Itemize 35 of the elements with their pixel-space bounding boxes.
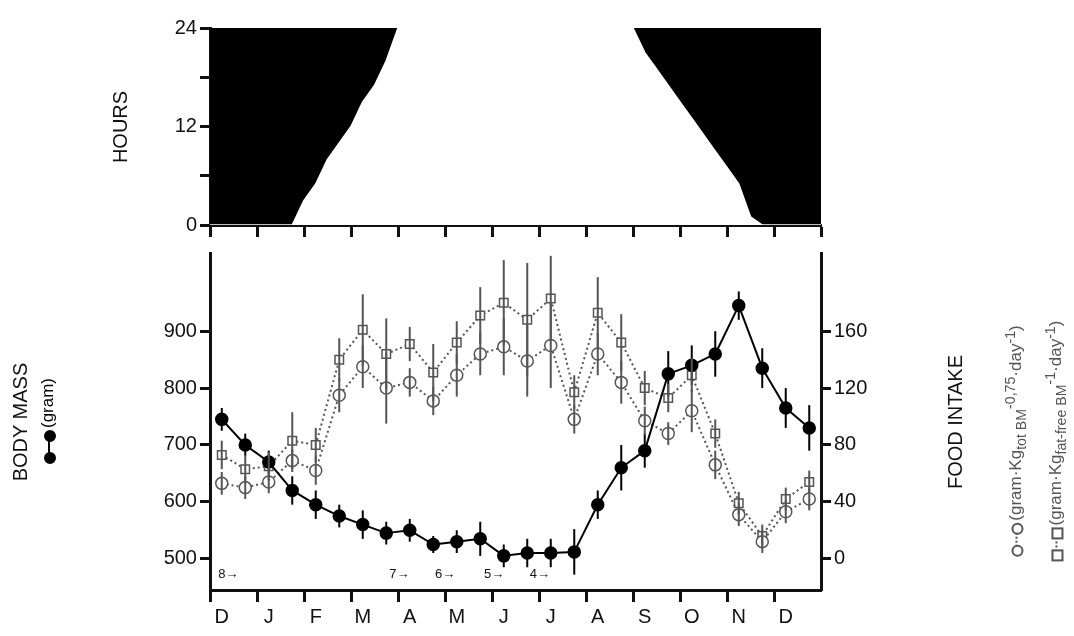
x-tick-label: A <box>591 604 606 627</box>
x-tick-label: S <box>638 604 652 627</box>
y2-tick-label: 0 <box>834 546 846 569</box>
y-tick-label: 500 <box>163 546 197 569</box>
y-axis-title: BODY MASS <box>8 362 32 481</box>
annotation: 8→ <box>218 566 239 581</box>
y-tick-label: 700 <box>163 432 197 455</box>
y-tick-label: 0 <box>185 212 197 235</box>
x-tick-label: J <box>263 604 274 627</box>
y-tick-label: 800 <box>163 375 197 398</box>
x-tick-label: O <box>683 604 700 627</box>
y-tick-label: 12 <box>174 114 197 137</box>
text: (gram) <box>38 377 57 428</box>
x-tick-label: D <box>778 604 793 627</box>
y-tick-label: 600 <box>163 489 197 512</box>
annotation: 7→ <box>389 566 410 581</box>
y-axis-title: HOURS <box>108 90 132 163</box>
x-tick-label: A <box>403 604 418 627</box>
y-tick-label: 900 <box>163 318 197 341</box>
x-tick-label: N <box>731 604 746 627</box>
annotation: 6→ <box>435 566 456 581</box>
x-tick-label: F <box>309 604 322 627</box>
x-tick-label: M <box>354 604 372 627</box>
y2-tick-label: 160 <box>834 318 868 341</box>
x-tick-label: J <box>545 604 556 627</box>
x-tick-label: J <box>498 604 509 627</box>
y2-tick-label: 80 <box>834 432 857 455</box>
y2-axis-title: FOOD INTAKE <box>943 354 967 489</box>
y-tick-label: 24 <box>174 15 197 38</box>
x-tick-label: D <box>214 604 229 627</box>
annotation: 5→ <box>483 566 505 581</box>
y2-tick-label: 120 <box>834 375 868 398</box>
annotation: 4→ <box>529 566 551 581</box>
y2-tick-label: 40 <box>834 489 857 512</box>
x-tick-label: M <box>448 604 466 627</box>
